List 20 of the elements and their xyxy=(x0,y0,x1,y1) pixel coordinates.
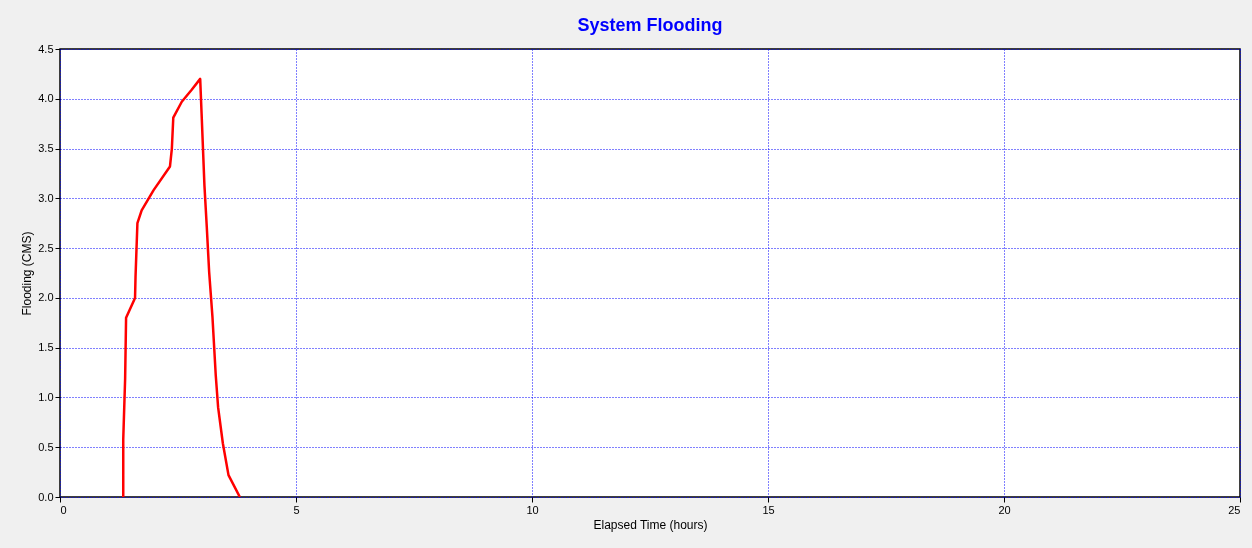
x-tick-label: 10 xyxy=(526,503,539,516)
y-axis-title: Flooding (CMS) xyxy=(20,231,35,316)
x-tick-label: 20 xyxy=(998,503,1011,516)
line-series xyxy=(122,77,242,497)
y-tick-label: 3.5 xyxy=(38,142,54,155)
y-tick-label: 2.5 xyxy=(38,241,54,254)
x-axis-title: Elapsed Time (hours) xyxy=(593,517,708,532)
chart-title: System Flooding xyxy=(577,15,723,35)
y-tick-label: 4.0 xyxy=(38,92,54,105)
y-tick-label: 1.5 xyxy=(38,341,54,354)
y-tick-label: 0.5 xyxy=(38,440,54,453)
y-tick-label: 2.0 xyxy=(38,291,54,304)
y-tick-label: 3.0 xyxy=(38,191,54,204)
x-tick-label: 15 xyxy=(762,503,775,516)
y-tick-label: 0.0 xyxy=(38,490,54,503)
x-tick-label: 25 xyxy=(1228,503,1241,516)
y-tick-label: 1.0 xyxy=(38,390,54,403)
y-tick-label: 4.5 xyxy=(38,42,54,55)
x-tick-label: 5 xyxy=(293,503,300,516)
x-tick-label: 0 xyxy=(60,503,67,516)
